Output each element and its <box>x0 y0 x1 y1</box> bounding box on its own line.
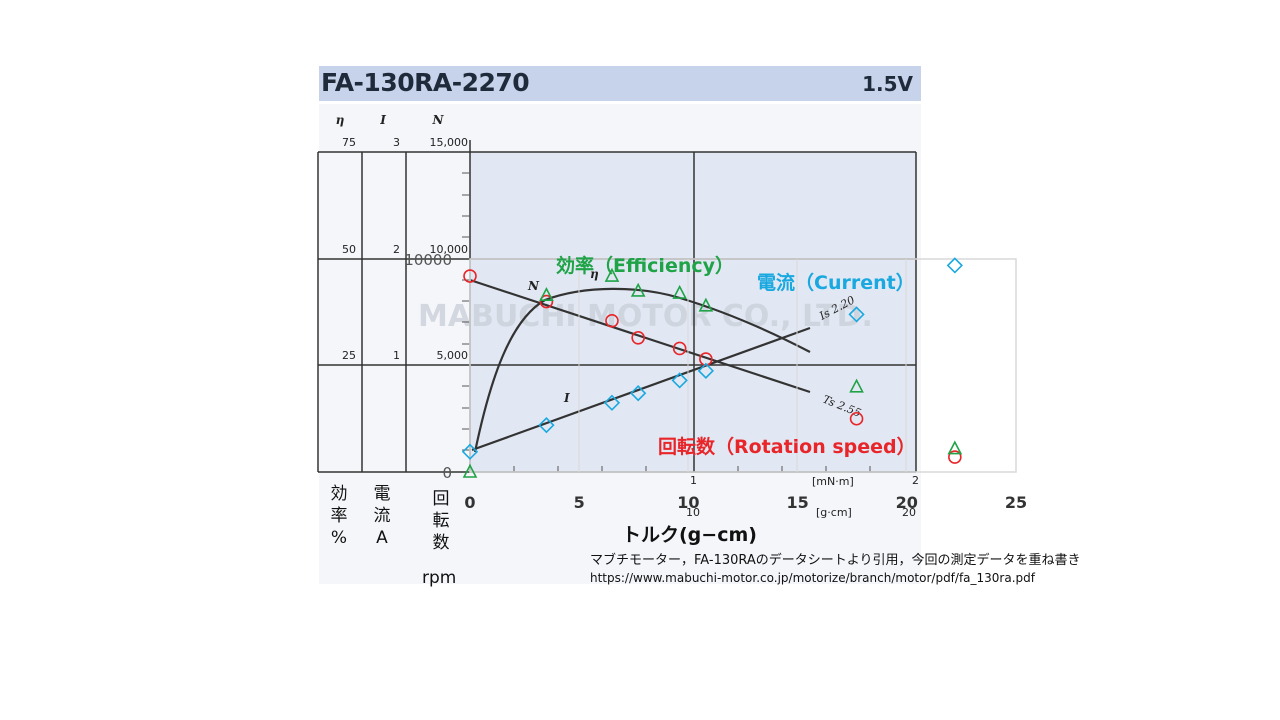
curve-label-i: I <box>563 391 570 405</box>
data-point-circle <box>539 294 554 309</box>
datasheet-banner: FA-130RA-2270 1.5V <box>319 66 921 101</box>
data-point-triangle <box>947 440 963 455</box>
rotation-series-label: 回転数（Rotation speed） <box>658 436 916 458</box>
data-point-diamond <box>538 417 555 434</box>
series-circle <box>463 269 962 464</box>
data-point-triangle <box>698 297 714 312</box>
data-point-diamond <box>461 443 479 460</box>
current-header: I <box>380 113 386 127</box>
data-point-diamond <box>671 372 688 389</box>
data-point-circle <box>849 411 864 426</box>
data-point-triangle <box>604 267 620 282</box>
data-point-diamond <box>946 257 963 274</box>
rot-unit-label: rpm <box>422 568 457 588</box>
eta-tick: 50 <box>342 243 356 256</box>
source-url: https://www.mabuchi-motor.co.jp/motorize… <box>590 571 1035 585</box>
data-point-diamond <box>848 306 865 323</box>
data-point-circle <box>672 341 687 356</box>
speed-tick: 15,000 <box>429 136 469 149</box>
current-tick: 2 <box>393 243 400 256</box>
efficiency-series-label: 効率（Efficiency） <box>556 255 735 277</box>
overlay-gridlines <box>578 259 907 472</box>
curve-label-eta: η <box>590 267 599 281</box>
mnm-unit: [mN·m] <box>812 475 854 488</box>
data-point-circle <box>631 331 645 345</box>
series-diamond <box>461 257 963 460</box>
data-point-circle <box>699 352 713 366</box>
speed-header: N <box>432 113 444 127</box>
eta-tick: 25 <box>342 349 356 362</box>
data-point-circle <box>948 450 962 464</box>
current-tick: 1 <box>393 349 400 362</box>
gcm-tick: 20 <box>902 506 916 519</box>
data-point-diamond <box>630 385 647 402</box>
curve-label-n: N <box>527 279 540 293</box>
speed-tick: 5,000 <box>436 349 469 362</box>
eff-axis-title: 効率% <box>330 484 348 548</box>
gcm-tick: 10 <box>686 506 700 519</box>
eta-tick: 75 <box>342 136 356 149</box>
rot-axis-title: 回転数 <box>432 489 450 553</box>
source-note: マブチモーター，FA-130RAのデータシートより引用，今回の測定データを重ね書… <box>590 553 1081 568</box>
y-tick-label: 0 <box>442 464 452 482</box>
datasheet-curve-eta <box>473 287 811 453</box>
x-tick-label: 5 <box>574 493 585 512</box>
mnm-tick: 1 <box>690 474 697 487</box>
series-triangle <box>462 267 963 478</box>
x-tick-label: 10 <box>677 493 699 512</box>
data-point-diamond <box>697 362 715 379</box>
overlay-plot-frame <box>469 258 1017 473</box>
current-series-label: 電流（Current） <box>757 272 915 294</box>
data-point-triangle <box>849 378 864 393</box>
datasheet-curve-n <box>469 278 811 394</box>
eta-header: η <box>335 113 345 127</box>
data-point-triangle <box>630 282 646 297</box>
data-point-circle <box>463 269 477 283</box>
y-tick-label: 10000 <box>404 251 452 269</box>
data-point-triangle <box>462 463 478 478</box>
x-tick-label: 20 <box>896 493 918 512</box>
datasheet-plot-area <box>470 152 916 472</box>
x-tick-label: 15 <box>786 493 808 512</box>
x-axis-title: トルク(g−cm) <box>622 524 757 546</box>
data-point-circle <box>605 313 619 328</box>
speed-tick: 10,000 <box>429 243 469 256</box>
voltage-label: 1.5V <box>862 72 913 96</box>
x-tick-label: 0 <box>464 493 475 512</box>
current-tick: 3 <box>393 136 400 149</box>
mnm-tick: 2 <box>912 474 919 487</box>
x-tick-label: 25 <box>1005 493 1027 512</box>
gcm-unit: [g·cm] <box>816 506 852 519</box>
model-title: FA-130RA-2270 <box>321 68 530 97</box>
data-point-triangle <box>539 286 554 302</box>
data-point-diamond <box>603 394 621 411</box>
data-point-triangle <box>672 284 687 299</box>
